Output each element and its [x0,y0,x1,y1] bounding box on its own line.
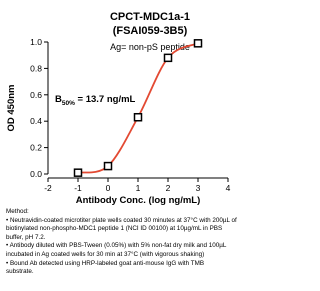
annotation-base: B [55,94,62,105]
data-point [103,161,113,171]
y-axis-label: OD 450nm [6,85,17,132]
x-tick-label: -1 [74,183,82,193]
data-point [163,53,173,63]
page: {"chart_data": {"type": "line", "title":… [6,11,296,277]
data-point [133,112,143,122]
data-point [73,168,83,177]
chart-subtitle: (FSAI059-3B5) [113,25,188,37]
x-tick-label: 1 [136,183,141,193]
chart: CPCT-MDC1a-1 (FSAI059-3B5) Ag= non-pS pe… [6,11,231,206]
annotation-rest: = 13.7 ng/mL [75,94,136,105]
method-line: incubated in Ag coated wells for 30 min … [6,250,205,258]
method-heading: Method: [6,208,29,215]
x-tick-label: 4 [226,183,231,193]
x-tick-label: 0 [106,183,111,193]
y-tick-label: 0.6 [30,90,42,100]
data-point [193,39,203,48]
x-axis-label: Antibody Conc. (log ng/mL) [76,195,201,206]
y-tick-label: 1.0 [30,37,42,47]
annotation: B50% = 13.7 ng/mL [55,94,136,107]
fit-curve [77,42,199,174]
annotation-sub: 50% [62,100,75,107]
y-tick-label: 0.2 [30,143,42,153]
method-line: • Antibody diluted with PBS-Tween (0.05%… [6,242,227,250]
antigen-label: Ag= non-pS peptide [110,42,190,52]
method-line: • Neutravidin-coated microtiter plate we… [6,216,237,224]
y-tick-label: 0.8 [30,63,42,73]
method-line: buffer, pH 7.2. [6,233,46,241]
method-line: biotinylated non-phospho-MDC1 peptide 1 … [6,225,223,233]
chart-title: CPCT-MDC1a-1 [110,11,190,23]
method: Method: • Neutravidin-coated microtiter p… [6,208,296,277]
x-tick-label: 2 [166,183,171,193]
x-tick-label: 3 [196,183,201,193]
method-line: substrate. [6,268,34,276]
y-tick-label: 0.0 [30,169,42,179]
method-line: • Bound Ab detected using HRP-labeled go… [6,259,205,267]
x-tick-label: -2 [44,183,52,193]
y-tick-label: 0.4 [30,116,42,126]
